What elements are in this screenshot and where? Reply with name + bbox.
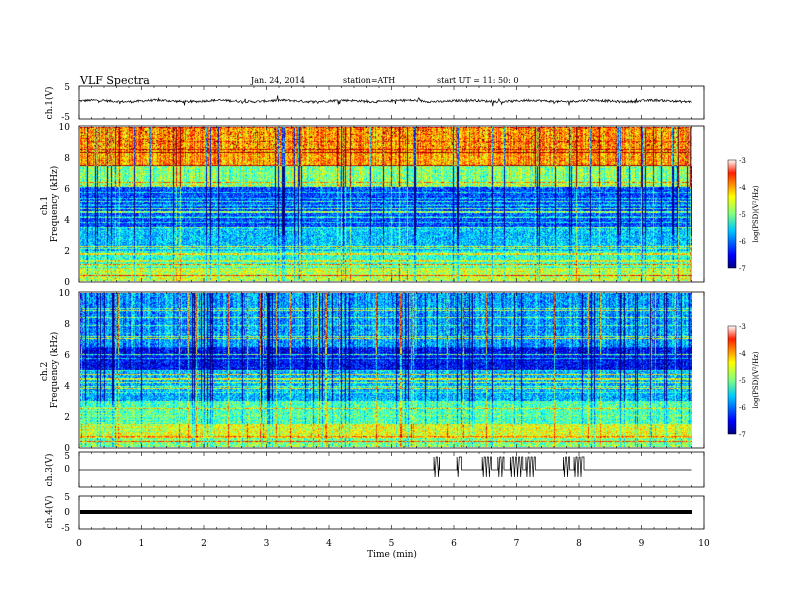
x-tick-label: 9	[639, 539, 645, 549]
ch2-spectrogram-panel: 0 2 4 6 8 10 ch.2 Frequency (kHz)	[40, 289, 705, 454]
x-tick-label: 4	[326, 539, 332, 549]
ch1-panel: 5 -5 ch.1(V)	[44, 83, 705, 123]
ch1-spectrogram-panel: 0 2 4 6 8 10 ch.1 Frequency (kHz)	[40, 123, 705, 288]
spec1-ytick-8: 8	[64, 154, 70, 164]
spec2-ytick-10: 10	[59, 289, 71, 299]
colorbar-1-tick-m5: -5	[739, 211, 746, 219]
x-tick-label: 0	[76, 539, 82, 549]
start-time-label: start UT = 11: 50: 0	[437, 76, 518, 85]
x-tick-label: 2	[201, 539, 207, 549]
spec2-xticks	[78, 292, 705, 448]
spec2-ytick-6: 6	[64, 351, 70, 361]
x-axis-label: Time (min)	[367, 549, 417, 560]
ch3-xticks	[78, 452, 705, 487]
ch1-ytick-bottom: -5	[61, 113, 70, 123]
spec1-ytick-0: 0	[64, 278, 70, 288]
ch4-ytick-top: 5	[64, 493, 70, 503]
spec2-ylabel-line2: Frequency (kHz)	[49, 332, 60, 409]
colorbar-1-tick-m6: -6	[739, 238, 746, 246]
spec2-ytick-4: 4	[64, 382, 70, 392]
spec1-ylabel: ch.1 Frequency (kHz)	[40, 166, 60, 243]
ch3-trace	[79, 456, 692, 478]
ch4-trace	[80, 510, 692, 514]
spec1-ylabel-line1: ch.1	[40, 196, 50, 215]
spec1-image	[80, 127, 692, 281]
colorbar-1: -3 -4 -5 -6 -7 log(PSD)(V²/Hz)	[727, 157, 760, 273]
ch1-ytick-top: 5	[64, 83, 70, 93]
station-label: station=ATH	[343, 76, 395, 85]
x-tick-label: 3	[264, 539, 270, 549]
colorbar-2-tick-m5: -5	[739, 377, 746, 385]
colorbar-2-label: log(PSD)(V²/Hz)	[752, 351, 760, 408]
colorbar-2-tick-m6: -6	[739, 404, 746, 412]
spec2-ytick-8: 8	[64, 320, 70, 330]
colorbar-1-tick-m4: -4	[739, 184, 746, 192]
ch3-ylabel: ch.3(V)	[44, 454, 55, 487]
ch1-frame	[78, 85, 705, 120]
x-tick-label: 7	[514, 539, 520, 549]
spec2-yticks: 0 2 4 6 8 10	[59, 289, 71, 454]
colorbar-2: -3 -4 -5 -6 -7 log(PSD)(V²/Hz)	[727, 323, 760, 439]
date-label: Jan. 24, 2014	[250, 76, 305, 85]
spec1-ytick-4: 4	[64, 216, 70, 226]
colorbar-2-tick-m7: -7	[739, 431, 746, 439]
ch4-xticks	[78, 496, 705, 529]
ch3-frame	[78, 451, 705, 488]
ch1-ylabel: ch.1(V)	[44, 87, 55, 120]
colorbar-2-gradient	[727, 325, 737, 435]
colorbar-2-tick-m4: -4	[739, 350, 746, 358]
ch3-panel: 5 0 ch.3(V)	[44, 451, 705, 488]
x-tick-label: 5	[389, 539, 395, 549]
colorbar-1-label: log(PSD)(V²/Hz)	[752, 185, 760, 242]
spec1-xticks	[78, 126, 705, 282]
x-tick-label: 8	[576, 539, 582, 549]
x-tick-label: 6	[451, 539, 457, 549]
spec1-ytick-6: 6	[64, 185, 70, 195]
figure-title: VLF Spectra	[79, 74, 150, 87]
x-tick-label: 1	[139, 539, 145, 549]
spec2-ylabel-line1: ch.2	[40, 362, 50, 381]
x-axis-tick-labels: 0 1 2 3 4 5 6 7 8 9 10	[76, 539, 710, 549]
spec1-ytick-2: 2	[64, 247, 70, 257]
spec2-ytick-2: 2	[64, 413, 70, 423]
ch3-ytick-mid: 0	[64, 465, 70, 475]
spec1-ylabel-line2: Frequency (kHz)	[49, 166, 60, 243]
ch1-trace	[79, 95, 692, 107]
ch4-ytick-mid: 0	[64, 508, 70, 518]
colorbar-1-tick-m3: -3	[739, 157, 746, 165]
spec2-ylabel: ch.2 Frequency (kHz)	[40, 332, 60, 409]
ch4-panel: 5 0 -5 ch.4(V)	[44, 493, 705, 534]
colorbar-2-tick-m3: -3	[739, 323, 746, 331]
spec2-ytick-0: 0	[64, 444, 70, 454]
spec2-image	[80, 293, 692, 447]
ch4-ylabel: ch.4(V)	[44, 496, 55, 529]
spec1-ytick-10: 10	[59, 123, 71, 133]
ch3-ytick-top: 5	[64, 452, 70, 462]
colorbar-1-gradient	[727, 159, 737, 269]
spec1-yticks: 0 2 4 6 8 10	[59, 123, 71, 288]
ch1-xticks	[78, 86, 705, 119]
ch4-ytick-bottom: -5	[61, 524, 70, 534]
colorbar-1-tick-m7: -7	[739, 265, 746, 273]
x-tick-label: 10	[698, 539, 710, 549]
